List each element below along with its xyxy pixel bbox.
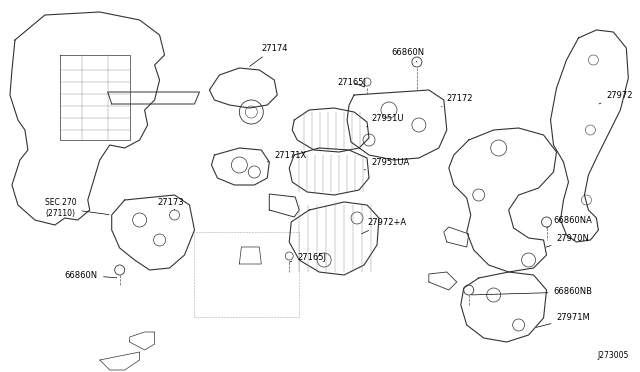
Text: 27951U: 27951U <box>367 113 403 127</box>
Text: 27172: 27172 <box>442 93 474 107</box>
Text: 27970N: 27970N <box>546 234 589 247</box>
Text: 27174: 27174 <box>250 44 288 66</box>
Text: 66860N: 66860N <box>391 48 424 62</box>
Text: 27165J: 27165J <box>289 253 326 263</box>
Text: 66860NA: 66860NA <box>547 215 593 228</box>
Text: 27165J: 27165J <box>337 77 366 87</box>
Text: 27972: 27972 <box>599 90 633 104</box>
Text: 66860N: 66860N <box>65 270 117 279</box>
Text: 66860NB: 66860NB <box>472 288 593 296</box>
Text: 27971M: 27971M <box>536 314 590 327</box>
Text: SEC 270
(27110): SEC 270 (27110) <box>45 198 109 218</box>
Text: 27951UA: 27951UA <box>364 157 409 170</box>
Text: 27173: 27173 <box>157 198 184 210</box>
Text: 27171X: 27171X <box>268 151 307 162</box>
Text: 27972+A: 27972+A <box>362 218 406 234</box>
Text: J273005: J273005 <box>597 351 628 360</box>
